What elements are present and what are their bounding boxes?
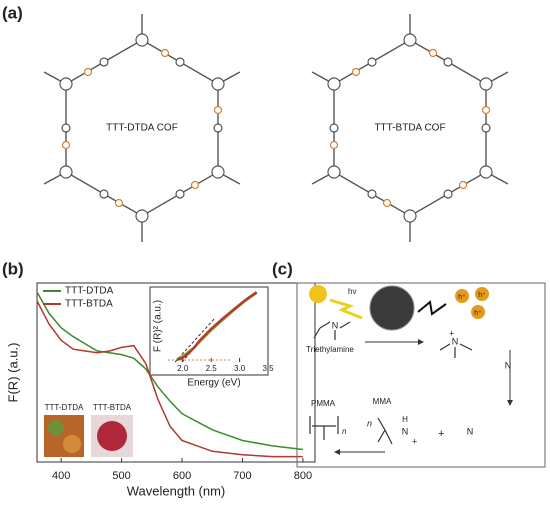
series-line	[36, 300, 303, 458]
x-axis-label: Energy (eV)	[187, 378, 240, 389]
panel-label: (b)	[2, 259, 24, 278]
cation-structure	[439, 343, 473, 358]
x-tick-label: 500	[112, 470, 130, 482]
plot-frame	[36, 282, 316, 463]
polymer-structure	[309, 416, 339, 440]
y-axis-label: F(R) (a.u.)	[5, 343, 20, 403]
legend-label: TTT-BTDA	[65, 299, 113, 310]
legend-label: TTT-DTDA	[65, 286, 114, 297]
panel-label: (a)	[2, 3, 23, 22]
compound-name: Triethylamine	[306, 345, 354, 354]
hole-label: h⁺	[458, 294, 466, 301]
structure-label: TTT-BTDA COF	[374, 123, 445, 134]
atom: N	[332, 320, 339, 330]
photo-texture	[63, 435, 81, 453]
x-tick-label: 600	[173, 470, 191, 482]
hole	[455, 289, 469, 303]
amine-structure	[313, 321, 351, 340]
arrowhead	[418, 339, 424, 345]
hole	[471, 305, 485, 319]
panel-label: (c)	[272, 259, 293, 278]
cof-particle	[369, 285, 415, 331]
charge: +	[412, 436, 417, 446]
arrowhead	[507, 400, 513, 406]
photo-label: TTT-DTDA	[45, 403, 84, 412]
repeat-label: n	[367, 418, 372, 428]
plus: +	[438, 428, 444, 440]
repeat-label: n	[342, 427, 347, 436]
photo-label: TTT-BTDA	[93, 403, 132, 412]
compound-name: MMA	[373, 397, 392, 406]
compound-name: PMMA	[311, 399, 336, 408]
transfer-arrow	[417, 300, 447, 316]
sun	[309, 285, 327, 303]
x-tick-label: 2.0	[177, 364, 189, 373]
hole-label: h⁺	[478, 292, 486, 299]
atom: N	[402, 426, 409, 436]
atom: N	[452, 336, 459, 346]
hole	[475, 287, 489, 301]
series-line	[36, 291, 303, 451]
arrowhead	[334, 449, 340, 455]
x-tick-label: 3.5	[262, 364, 274, 373]
series-line	[176, 291, 258, 361]
atom: N	[505, 360, 512, 370]
atom: N	[467, 426, 474, 436]
structure-label: TTT-DTDA COF	[106, 123, 178, 134]
x-tick-label: 700	[233, 470, 251, 482]
atom: H	[402, 415, 408, 424]
x-tick-label: 800	[294, 470, 312, 482]
photo-texture	[97, 421, 127, 451]
scheme-frame	[296, 282, 546, 468]
photo-texture	[48, 420, 64, 436]
x-tick-label: 3.0	[234, 364, 246, 373]
x-tick-label: 2.5	[206, 364, 218, 373]
light-bolt	[329, 298, 363, 320]
charge: +	[449, 328, 454, 338]
x-axis-label: Wavelength (nm)	[127, 483, 226, 498]
light-label: hν	[348, 287, 356, 296]
hole-label: h⁺	[474, 310, 482, 317]
monomer-structure	[377, 417, 393, 445]
x-tick-label: 400	[52, 470, 70, 482]
y-axis-label: F (R)² (a.u.)	[153, 300, 164, 352]
